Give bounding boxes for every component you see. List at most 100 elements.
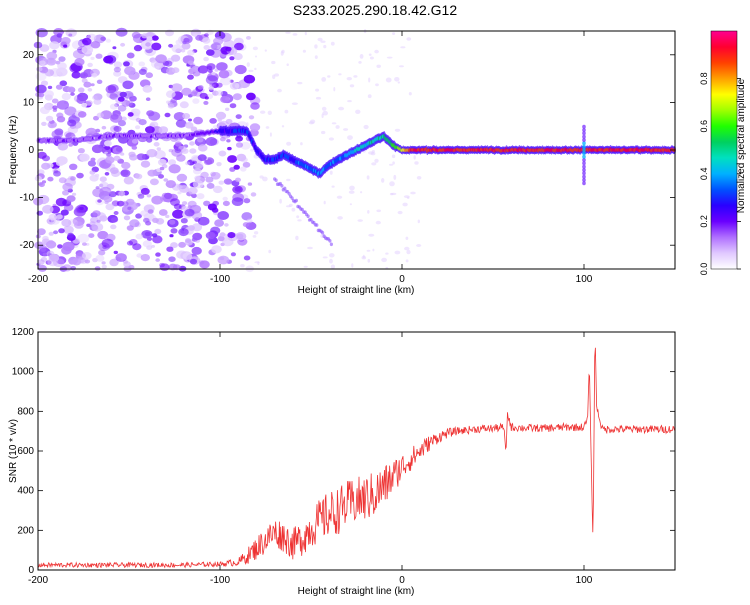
noise-blob	[35, 28, 48, 38]
spectrogram-x-tick-label: -200	[28, 274, 48, 285]
noise-blob	[357, 219, 363, 222]
noise-blob	[140, 187, 150, 195]
noise-blob	[178, 228, 189, 237]
noise-blob	[376, 209, 382, 213]
noise-blob	[351, 263, 354, 268]
noise-blob	[279, 198, 282, 204]
noise-blob	[192, 160, 197, 164]
noise-blob	[265, 126, 270, 129]
noise-blob	[216, 62, 228, 71]
noise-blob	[115, 253, 127, 262]
noise-blob	[89, 170, 96, 175]
noise-blob	[206, 49, 215, 56]
noise-blob	[37, 228, 46, 236]
noise-blob	[229, 82, 240, 90]
noise-blob	[56, 214, 63, 220]
noise-blob	[232, 185, 243, 194]
noise-blob	[101, 238, 114, 248]
noise-blob	[192, 232, 203, 241]
snr-background	[38, 332, 675, 570]
noise-blob	[199, 260, 205, 265]
noise-blob	[91, 144, 104, 154]
noise-blob	[181, 42, 191, 50]
colorbar-label: Normalized spectral amplitude	[736, 78, 747, 213]
noise-blob	[87, 88, 93, 92]
ridge-spike	[582, 171, 586, 176]
noise-blob	[291, 207, 296, 212]
noise-blob	[179, 101, 189, 109]
colorbar-tick-label: 0.2	[699, 215, 709, 228]
noise-blob	[173, 203, 182, 210]
noise-blob	[181, 148, 189, 154]
noise-blob	[38, 244, 48, 252]
noise-blob	[335, 125, 340, 129]
noise-blob	[174, 148, 181, 154]
noise-blob	[227, 146, 232, 151]
ridge-trail	[290, 196, 294, 200]
noise-blob	[353, 75, 358, 78]
noise-blob	[163, 192, 173, 200]
noise-blob	[101, 264, 107, 269]
snr-x-tick-label: 100	[576, 575, 593, 586]
noise-blob	[375, 220, 381, 225]
noise-blob	[71, 71, 81, 79]
noise-blob	[113, 66, 121, 73]
noise-blob	[111, 217, 119, 223]
noise-blob	[52, 105, 58, 110]
noise-blob	[219, 232, 226, 237]
noise-blob	[210, 172, 221, 180]
noise-blob	[125, 100, 133, 107]
noise-blob	[159, 166, 165, 171]
noise-blob	[242, 161, 251, 168]
spectrogram-y-tick-label: -10	[20, 193, 35, 204]
noise-blob	[410, 191, 416, 195]
noise-blob	[70, 176, 76, 181]
noise-blob	[246, 62, 250, 67]
noise-blob	[67, 232, 75, 238]
noise-blob	[220, 76, 232, 86]
noise-blob	[56, 160, 65, 167]
ridge-spike	[582, 141, 586, 146]
noise-blob	[176, 184, 183, 189]
noise-blob	[47, 176, 54, 182]
noise-blob	[113, 61, 123, 68]
noise-blob	[203, 100, 209, 105]
noise-blob	[121, 116, 127, 121]
noise-blob	[145, 42, 151, 47]
noise-blob	[175, 119, 187, 128]
noise-blob	[416, 244, 422, 247]
noise-blob	[184, 208, 195, 217]
noise-blob	[193, 168, 202, 175]
ridge-trail	[328, 239, 332, 243]
ridge-spike	[582, 174, 586, 179]
noise-blob	[38, 92, 45, 98]
noise-blob	[155, 252, 161, 257]
noise-blob	[250, 102, 260, 110]
noise-blob	[61, 246, 72, 255]
noise-blob	[327, 75, 331, 78]
noise-blob	[81, 45, 94, 55]
noise-blob	[217, 211, 229, 220]
noise-blob	[206, 182, 215, 189]
noise-blob	[164, 60, 173, 67]
noise-blob	[51, 98, 59, 104]
noise-blob	[74, 221, 84, 229]
noise-blob	[174, 141, 182, 147]
noise-blob	[55, 84, 63, 90]
noise-blob	[215, 90, 223, 96]
noise-blob	[123, 215, 131, 221]
noise-blob	[329, 170, 333, 175]
noise-blob	[173, 112, 186, 121]
noise-blob	[254, 67, 257, 71]
noise-blob	[268, 249, 272, 254]
noise-blob	[397, 81, 400, 84]
noise-blob	[225, 107, 230, 112]
noise-blob	[155, 258, 160, 262]
noise-blob	[211, 71, 216, 76]
snr-y-label: SNR (10 * v/v)	[8, 419, 19, 483]
noise-blob	[168, 164, 181, 174]
noise-blob	[321, 106, 327, 111]
noise-blob	[170, 98, 177, 103]
noise-blob	[240, 166, 247, 172]
noise-blob	[194, 175, 201, 181]
